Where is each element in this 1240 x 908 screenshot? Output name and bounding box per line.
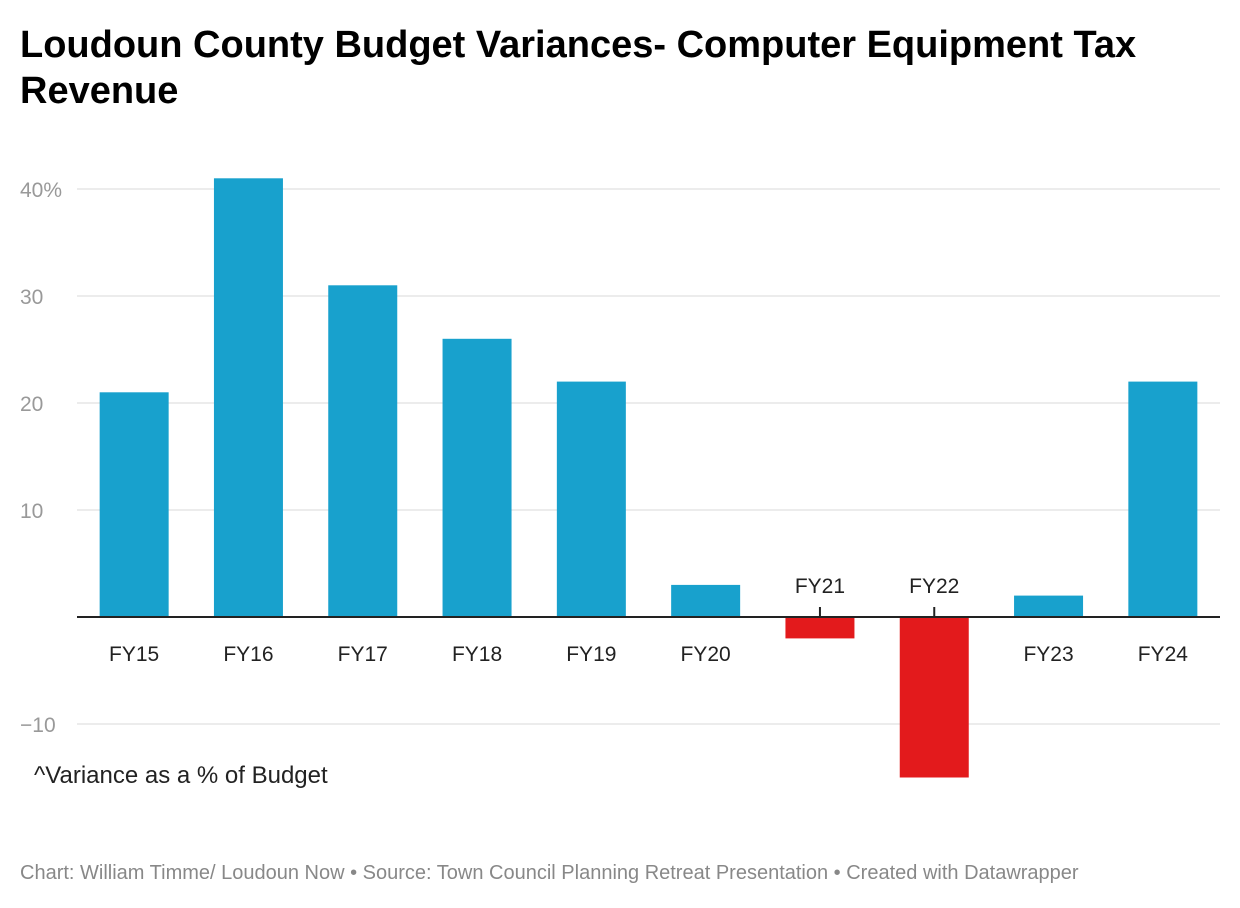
y-tick-label: 20 <box>20 393 43 416</box>
x-tick-label: FY18 <box>452 643 502 666</box>
bar-fy21 <box>785 617 855 639</box>
x-tick-label: FY24 <box>1138 643 1189 666</box>
x-tick-label: FY19 <box>566 643 616 666</box>
x-tick-label: FY15 <box>109 643 159 666</box>
annotation: ^Variance as a % of Budget <box>34 762 328 789</box>
x-tick-label: FY17 <box>338 643 388 666</box>
y-tick-label: 30 <box>20 286 43 309</box>
bar-fy22 <box>899 617 969 778</box>
bar-fy18 <box>442 338 512 617</box>
bar-fy16 <box>213 178 283 618</box>
y-tick-label: 40% <box>20 179 62 202</box>
x-tick-label: FY23 <box>1023 643 1073 666</box>
x-tick-label: FY22 <box>909 575 959 598</box>
y-tick-label: 10 <box>20 500 43 523</box>
bar-fy17 <box>328 285 398 617</box>
bar-fy23 <box>1014 595 1084 617</box>
bar-fy15 <box>99 392 169 617</box>
bar-fy19 <box>556 381 626 617</box>
chart-title: Loudoun County Budget Variances- Compute… <box>20 24 1137 112</box>
x-tick-label: FY20 <box>681 643 731 666</box>
x-tick-label: FY16 <box>223 643 273 666</box>
y-tick-label: −10 <box>20 714 56 737</box>
chart-footer: Chart: William Timme/ Loudoun Now • Sour… <box>20 862 1079 884</box>
bar-fy20 <box>671 584 741 617</box>
x-tick-label: FY21 <box>795 575 845 598</box>
bar-fy24 <box>1128 381 1198 617</box>
